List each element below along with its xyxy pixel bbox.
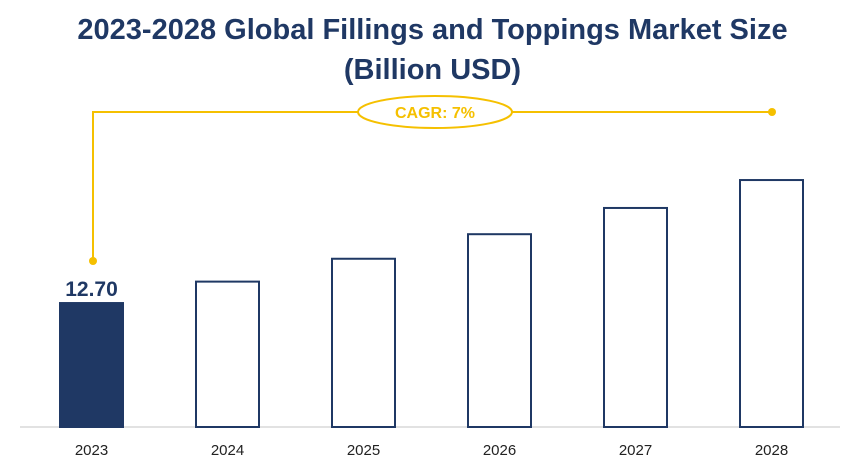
cagr-start-dot xyxy=(89,257,97,265)
chart-title: 2023-2028 Global Fillings and Toppings M… xyxy=(0,10,865,90)
data-label: 12.70 xyxy=(65,278,118,301)
title-line-1: 2023-2028 Global Fillings and Toppings M… xyxy=(77,14,788,46)
cagr-ellipse xyxy=(357,95,513,129)
cagr-end-dot xyxy=(768,108,776,116)
x-tick-label: 2026 xyxy=(483,442,516,459)
cagr-annotation: CAGR: 7% xyxy=(89,95,776,265)
bar-2026 xyxy=(467,233,532,428)
bar-2023 xyxy=(59,302,124,428)
x-tick-label: 2028 xyxy=(755,442,788,459)
bar-2028 xyxy=(739,179,804,428)
bar-2024 xyxy=(195,280,260,428)
x-tick-label: 2027 xyxy=(619,442,652,459)
bar-2025 xyxy=(331,257,396,428)
x-tick-label: 2023 xyxy=(75,442,108,459)
cagr-label: CAGR: 7% xyxy=(395,105,475,122)
title-line-2: (Billion USD) xyxy=(343,54,522,86)
x-tick-label: 2025 xyxy=(347,442,380,459)
bar-2027 xyxy=(603,206,668,428)
x-tick-label: 2024 xyxy=(211,442,244,459)
cagr-connector-line xyxy=(92,111,772,260)
